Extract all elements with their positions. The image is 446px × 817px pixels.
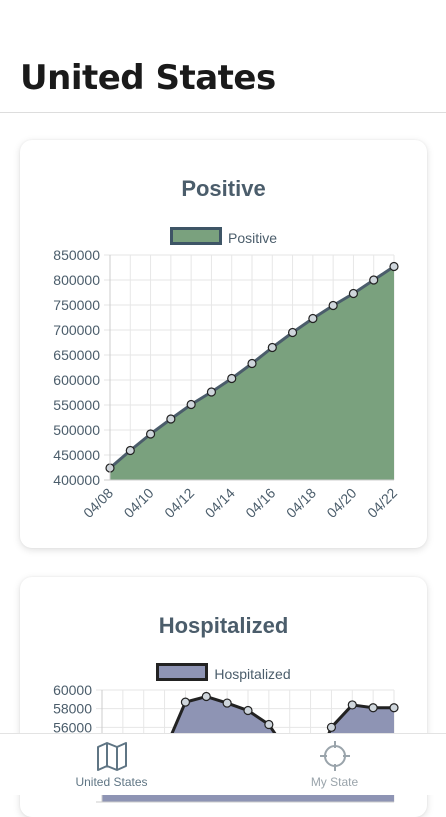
data-point bbox=[186, 399, 196, 410]
x-tick-label: 04/18 bbox=[283, 485, 319, 521]
header: United States bbox=[0, 0, 446, 113]
x-tick-label: 04/22 bbox=[364, 485, 400, 521]
data-point bbox=[328, 300, 338, 311]
x-tick-label: 04/20 bbox=[323, 485, 359, 521]
legend-swatch bbox=[156, 663, 209, 681]
legend-label: Hospitalized bbox=[214, 666, 291, 682]
y-tick-label: 450000 bbox=[53, 447, 100, 463]
y-tick-label: 650000 bbox=[53, 347, 100, 363]
data-point bbox=[369, 275, 379, 285]
y-tick-label: 500000 bbox=[53, 422, 100, 438]
legend-swatch bbox=[169, 227, 222, 245]
data-point bbox=[227, 373, 237, 384]
y-tick-label: 800000 bbox=[53, 272, 100, 288]
map-icon bbox=[97, 742, 127, 771]
chart-legend[interactable]: Positive bbox=[20, 227, 427, 246]
x-tick-label: 04/16 bbox=[242, 485, 278, 521]
y-tick-label: 750000 bbox=[53, 297, 100, 313]
data-point bbox=[389, 261, 399, 272]
data-point bbox=[206, 387, 217, 397]
y-tick-label: 400000 bbox=[53, 472, 100, 488]
x-tick-label: 04/10 bbox=[121, 485, 157, 521]
chart-title: Positive bbox=[181, 176, 266, 201]
x-tick-label: 04/08 bbox=[80, 485, 116, 521]
data-point bbox=[348, 288, 359, 299]
positive-chart: 400000 450000 500000 550000 600000 650000 7000… bbox=[53, 247, 400, 521]
tab-label: My State bbox=[310, 775, 359, 789]
y-tick-label: 58000 bbox=[53, 701, 92, 717]
data-point bbox=[247, 358, 257, 369]
data-point bbox=[222, 698, 232, 708]
data-point bbox=[267, 342, 277, 353]
series-area bbox=[110, 266, 394, 480]
x-tick-label: 04/12 bbox=[161, 485, 197, 521]
legend-label: Positive bbox=[227, 230, 278, 246]
data-point bbox=[180, 697, 191, 707]
data-point bbox=[201, 691, 211, 702]
data-point bbox=[125, 445, 135, 456]
y-tick-label: 60000 bbox=[53, 682, 92, 698]
crosshair-icon bbox=[320, 741, 350, 771]
data-point bbox=[243, 705, 253, 716]
y-tick-label: 700000 bbox=[53, 322, 100, 338]
data-point bbox=[287, 327, 298, 338]
x-tick-label: 04/14 bbox=[202, 485, 238, 521]
data-point bbox=[145, 429, 156, 439]
tab-bar: United States My State bbox=[0, 733, 446, 795]
tab-label: United States bbox=[75, 775, 148, 789]
data-point bbox=[326, 722, 337, 732]
data-point bbox=[347, 700, 357, 710]
data-point bbox=[389, 703, 399, 713]
positive-chart-card: Positive Positive 400000 450000 500000 5500… bbox=[20, 140, 427, 548]
y-tick-label: 600000 bbox=[53, 372, 100, 388]
tab-my-state[interactable]: My State bbox=[223, 734, 446, 795]
data-point bbox=[166, 414, 176, 424]
chart-legend[interactable]: Hospitalized bbox=[20, 663, 427, 682]
tab-united-states[interactable]: United States bbox=[0, 734, 223, 795]
data-point bbox=[264, 719, 274, 730]
y-tick-label: 850000 bbox=[53, 247, 100, 263]
data-point bbox=[308, 313, 318, 324]
y-tick-label: 550000 bbox=[53, 397, 100, 413]
data-point bbox=[368, 703, 378, 713]
chart-title: Hospitalized bbox=[158, 613, 289, 638]
page-title: United States bbox=[20, 58, 276, 98]
y-tick-label: 56000 bbox=[53, 719, 92, 735]
